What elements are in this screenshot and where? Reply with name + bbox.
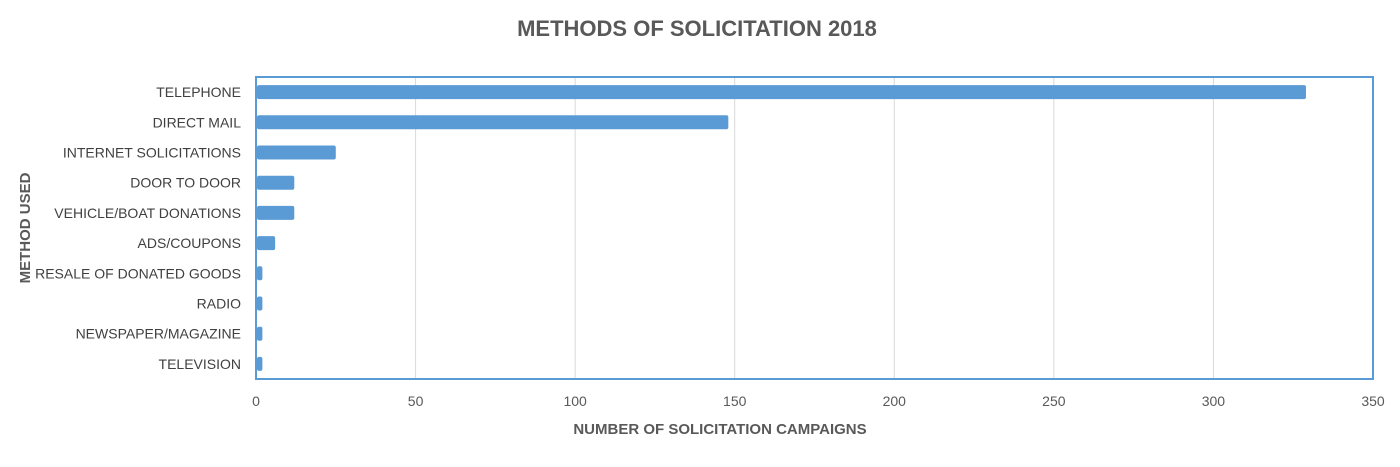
plot-area-border [255, 76, 1374, 380]
x-tick-label: 150 [723, 393, 747, 409]
y-axis-title: METHOD USED [17, 172, 34, 283]
x-axis-title: NUMBER OF SOLICITATION CAMPAIGNS [573, 421, 866, 438]
bar [257, 115, 729, 130]
x-tick-label: 250 [1042, 393, 1066, 409]
x-tick-label: 200 [883, 393, 907, 409]
category-label: DOOR TO DOOR [130, 175, 241, 191]
bar [257, 326, 263, 341]
category-label: TELEVISION [159, 356, 241, 372]
category-labels: TELEPHONE DIRECT MAIL INTERNET SOLICITATIO… [35, 84, 241, 372]
bar [257, 236, 276, 251]
category-label: RADIO [197, 296, 241, 312]
x-tick-labels: 0 50 100 150 200 250 300 350 [252, 393, 1385, 409]
category-label: VEHICLE/BOAT DONATIONS [54, 205, 241, 221]
x-tick-label: 0 [252, 393, 260, 409]
bar [257, 175, 295, 190]
category-label: ADS/COUPONS [138, 235, 241, 251]
x-tick-label: 100 [563, 393, 587, 409]
bar [257, 205, 295, 220]
bars [257, 85, 1306, 371]
bar [257, 145, 336, 160]
x-tick-label: 300 [1202, 393, 1226, 409]
category-label: RESALE OF DONATED GOODS [35, 265, 241, 281]
category-label: NEWSPAPER/MAGAZINE [76, 326, 241, 342]
bar [257, 296, 263, 311]
chart-title: METHODS OF SOLICITATION 2018 [517, 16, 877, 41]
x-tick-label: 350 [1361, 393, 1385, 409]
bar [257, 356, 263, 371]
x-tick-label: 50 [408, 393, 424, 409]
category-label: TELEPHONE [156, 84, 241, 100]
bar [257, 266, 263, 281]
category-label: INTERNET SOLICITATIONS [63, 145, 241, 161]
category-label: DIRECT MAIL [153, 114, 242, 130]
bar [257, 85, 1306, 100]
